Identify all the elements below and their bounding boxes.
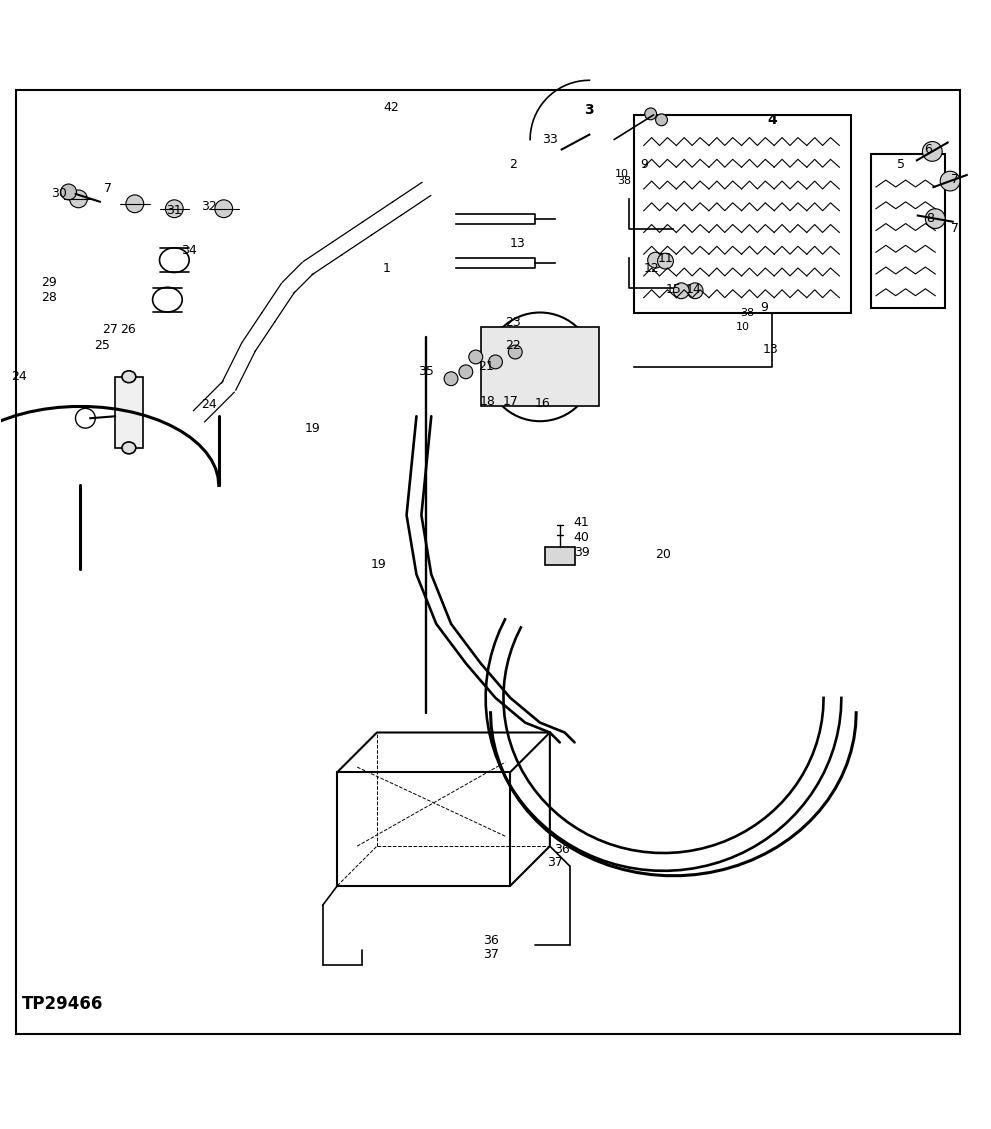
Text: 29: 29 (41, 277, 56, 289)
Text: 4: 4 (767, 113, 777, 126)
Text: 5: 5 (897, 158, 905, 170)
Circle shape (645, 108, 657, 120)
Text: 9: 9 (760, 301, 768, 314)
Text: 23: 23 (505, 316, 521, 329)
Bar (871, 155, 945, 307)
Text: 8: 8 (927, 212, 935, 225)
Text: 24: 24 (201, 397, 217, 411)
Text: 30: 30 (51, 187, 66, 201)
Text: 27: 27 (102, 323, 118, 335)
Text: 13: 13 (509, 237, 525, 250)
Circle shape (656, 114, 668, 125)
Text: 38: 38 (740, 307, 754, 317)
Ellipse shape (122, 441, 136, 454)
Text: 16: 16 (535, 397, 551, 410)
Text: 41: 41 (574, 516, 590, 530)
Circle shape (165, 200, 183, 218)
Circle shape (687, 283, 703, 299)
Text: 9: 9 (640, 158, 648, 170)
Text: 22: 22 (505, 339, 521, 351)
Text: 28: 28 (41, 291, 56, 304)
Circle shape (658, 253, 673, 269)
Text: 21: 21 (478, 360, 494, 374)
Bar (634, 115, 851, 313)
Circle shape (508, 345, 522, 359)
Text: 15: 15 (665, 283, 682, 296)
Text: 13: 13 (762, 342, 778, 356)
Text: 36: 36 (554, 842, 570, 856)
Ellipse shape (122, 370, 136, 383)
Text: 18: 18 (480, 395, 496, 408)
Text: 19: 19 (305, 421, 320, 435)
Text: 35: 35 (418, 366, 434, 378)
Text: 2: 2 (509, 158, 517, 170)
Circle shape (60, 184, 76, 200)
Text: TP29466: TP29466 (22, 996, 103, 1013)
Text: 37: 37 (483, 948, 498, 962)
Circle shape (444, 371, 458, 386)
Text: 10: 10 (735, 322, 749, 332)
Circle shape (940, 172, 960, 191)
Circle shape (926, 209, 945, 228)
Text: 37: 37 (547, 857, 563, 869)
Circle shape (673, 283, 689, 299)
Text: 34: 34 (181, 244, 197, 256)
Text: 40: 40 (574, 532, 590, 544)
Text: 39: 39 (574, 546, 590, 559)
Circle shape (69, 190, 87, 208)
Text: 33: 33 (542, 133, 558, 146)
Text: 7: 7 (951, 173, 959, 185)
Bar (115, 377, 143, 448)
Text: 6: 6 (925, 143, 933, 156)
Text: 38: 38 (617, 176, 631, 186)
Bar (545, 546, 575, 564)
Circle shape (489, 355, 502, 369)
Text: 26: 26 (120, 323, 136, 335)
Circle shape (215, 200, 233, 218)
Text: 7: 7 (951, 222, 959, 235)
Text: 42: 42 (384, 102, 399, 114)
Bar (481, 327, 600, 406)
Circle shape (923, 141, 942, 161)
Text: 1: 1 (383, 262, 390, 274)
Circle shape (459, 365, 473, 378)
Text: 17: 17 (502, 395, 518, 408)
Text: 7: 7 (104, 183, 112, 195)
Text: 36: 36 (483, 934, 498, 946)
Circle shape (648, 252, 664, 268)
Text: 11: 11 (658, 252, 673, 264)
Text: 24: 24 (11, 370, 27, 383)
Text: 14: 14 (685, 283, 701, 296)
Text: 12: 12 (644, 262, 660, 274)
Text: 19: 19 (371, 558, 386, 571)
Text: 25: 25 (94, 339, 110, 351)
Text: 20: 20 (656, 548, 672, 561)
Text: 3: 3 (585, 103, 595, 117)
Text: 10: 10 (615, 169, 629, 180)
Circle shape (469, 350, 483, 364)
Text: 32: 32 (201, 200, 217, 213)
Text: 31: 31 (166, 204, 182, 217)
Circle shape (126, 195, 144, 212)
